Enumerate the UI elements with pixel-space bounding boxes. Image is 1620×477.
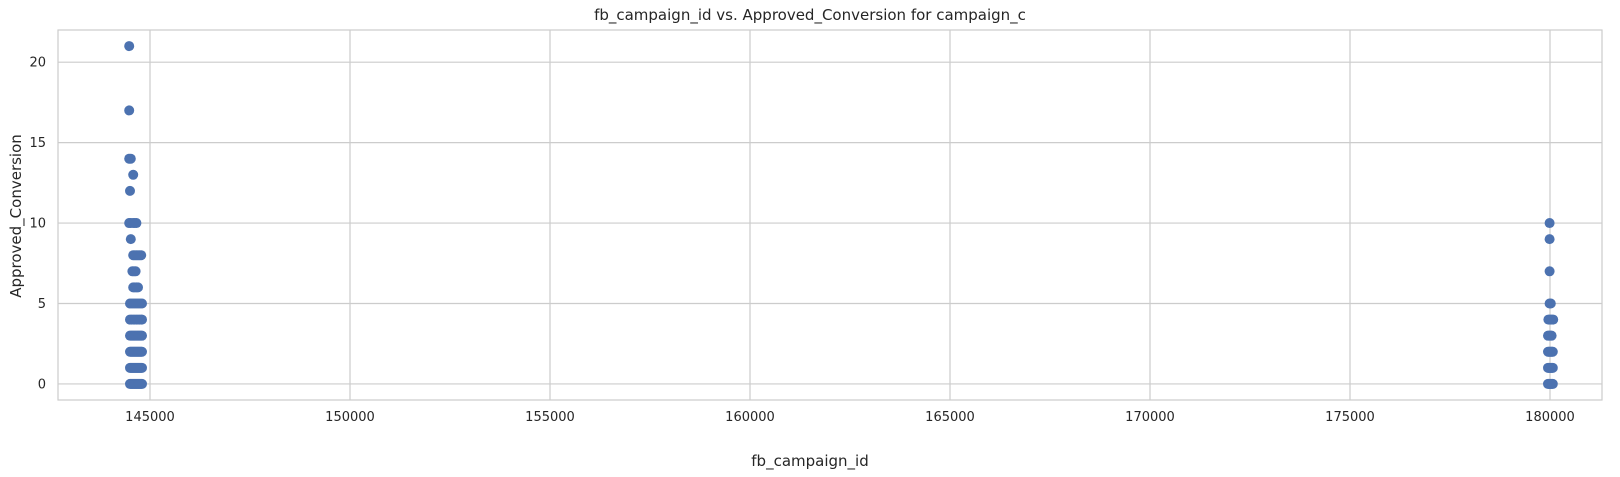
data-point	[136, 250, 147, 261]
x-tick-label: 165000	[925, 410, 975, 425]
chart-title: fb_campaign_id vs. Approved_Conversion f…	[594, 6, 1026, 25]
data-point	[130, 266, 141, 277]
data-point	[1547, 378, 1558, 389]
x-tick-label: 160000	[725, 410, 775, 425]
data-point	[137, 346, 147, 357]
y-axis-label: Approved_Conversion	[7, 134, 26, 298]
x-tick-label: 145000	[125, 410, 175, 425]
x-tick-label: 180000	[1525, 410, 1575, 425]
data-point	[137, 362, 147, 373]
data-point	[133, 282, 143, 293]
y-tick-label: 15	[29, 136, 46, 151]
x-tick-label: 150000	[325, 410, 375, 425]
data-point	[1546, 330, 1557, 341]
data-point	[124, 41, 135, 52]
data-point	[137, 330, 147, 341]
data-point	[131, 218, 142, 229]
data-point	[1545, 298, 1556, 309]
x-tick-label: 155000	[525, 410, 575, 425]
data-point	[125, 185, 135, 196]
data-point	[1544, 218, 1555, 229]
y-tick-label: 5	[38, 297, 46, 312]
data-point	[125, 234, 136, 245]
data-point	[1547, 346, 1558, 357]
y-tick-label: 0	[38, 377, 46, 392]
y-tick-label: 10	[29, 217, 46, 232]
x-tick-label: 170000	[1125, 410, 1175, 425]
x-axis-label: fb_campaign_id	[751, 452, 868, 471]
x-axis-ticks: 145000 150000 155000 160000 165000 170000 1750…	[125, 410, 1575, 425]
plot-frame	[57, 29, 1603, 401]
x-tick-label: 175000	[1325, 410, 1375, 425]
data-point	[1547, 362, 1558, 373]
grid-lines	[58, 30, 1602, 400]
y-axis-ticks: 0 5 10 15 20	[29, 56, 46, 393]
data-point	[124, 105, 135, 116]
data-point	[1544, 266, 1555, 277]
data-point	[1544, 234, 1555, 245]
data-point	[137, 378, 147, 389]
y-tick-label: 20	[29, 56, 46, 71]
data-point	[137, 298, 147, 309]
data-point	[1548, 314, 1559, 325]
data-points	[124, 41, 1559, 389]
data-point	[128, 169, 139, 180]
data-point	[125, 153, 136, 164]
data-point	[137, 314, 147, 325]
